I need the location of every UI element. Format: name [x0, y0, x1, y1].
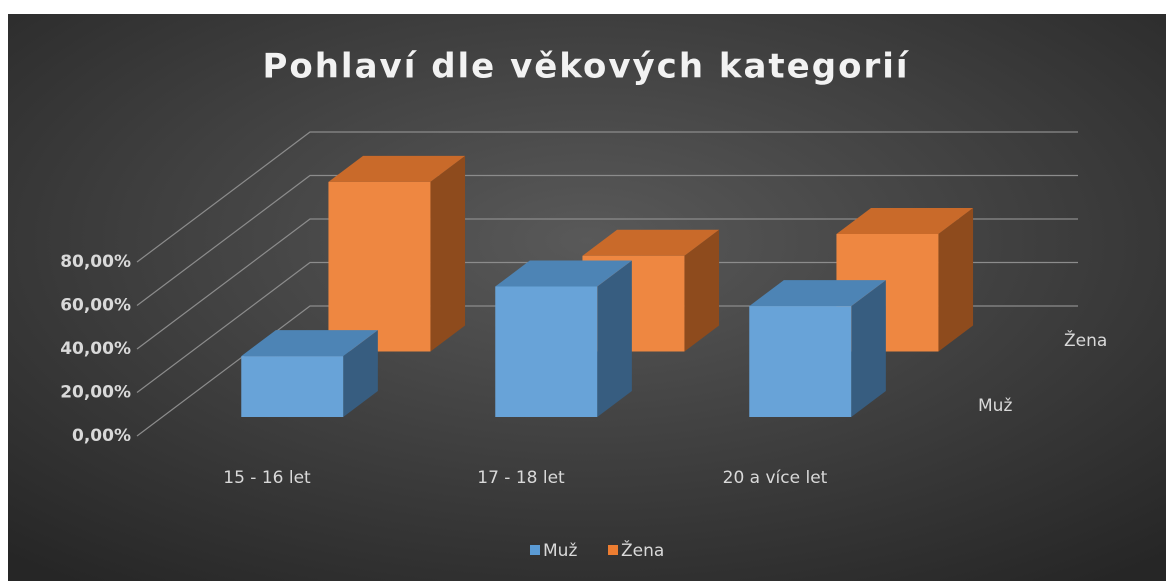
bar-top — [582, 229, 720, 256]
bar-side — [430, 155, 466, 352]
legend-label: Muž — [543, 541, 577, 561]
depth-label: Muž — [978, 396, 1012, 416]
x-tick-label: 20 a více let — [723, 468, 828, 488]
x-tick-label: 15 - 16 let — [223, 468, 311, 488]
y-tick-label: 60,00% — [60, 296, 131, 316]
bar-side — [597, 260, 632, 418]
y-tick-label: 0,00% — [72, 426, 131, 446]
grid-line — [136, 218, 1078, 350]
bar-front — [749, 306, 852, 418]
legend-swatch — [530, 545, 540, 555]
x-tick-label: 17 - 18 let — [477, 468, 565, 488]
y-tick-label: 40,00% — [60, 339, 131, 359]
bar-top — [241, 330, 378, 357]
legend-swatch — [608, 545, 618, 555]
bar-top — [836, 208, 974, 235]
grid-line — [136, 261, 1078, 393]
y-tick-label: 20,00% — [60, 383, 131, 403]
bar-side — [343, 330, 378, 418]
bar-top — [749, 280, 886, 307]
y-tick-label: 80,00% — [60, 252, 131, 272]
bar-top — [495, 260, 632, 287]
bar-front — [241, 356, 344, 418]
grid-line — [136, 174, 1078, 306]
legend-label: Žena — [621, 539, 664, 561]
bar-front — [495, 286, 598, 418]
bar-side — [684, 229, 720, 352]
grid-line — [136, 131, 1078, 263]
bar-side — [938, 208, 974, 352]
bar-front — [328, 181, 431, 352]
bar-side — [851, 280, 886, 418]
chart-title: Pohlaví dle věkových kategorií — [262, 47, 909, 87]
depth-label: Žena — [1064, 329, 1107, 351]
bar-top — [328, 155, 466, 182]
